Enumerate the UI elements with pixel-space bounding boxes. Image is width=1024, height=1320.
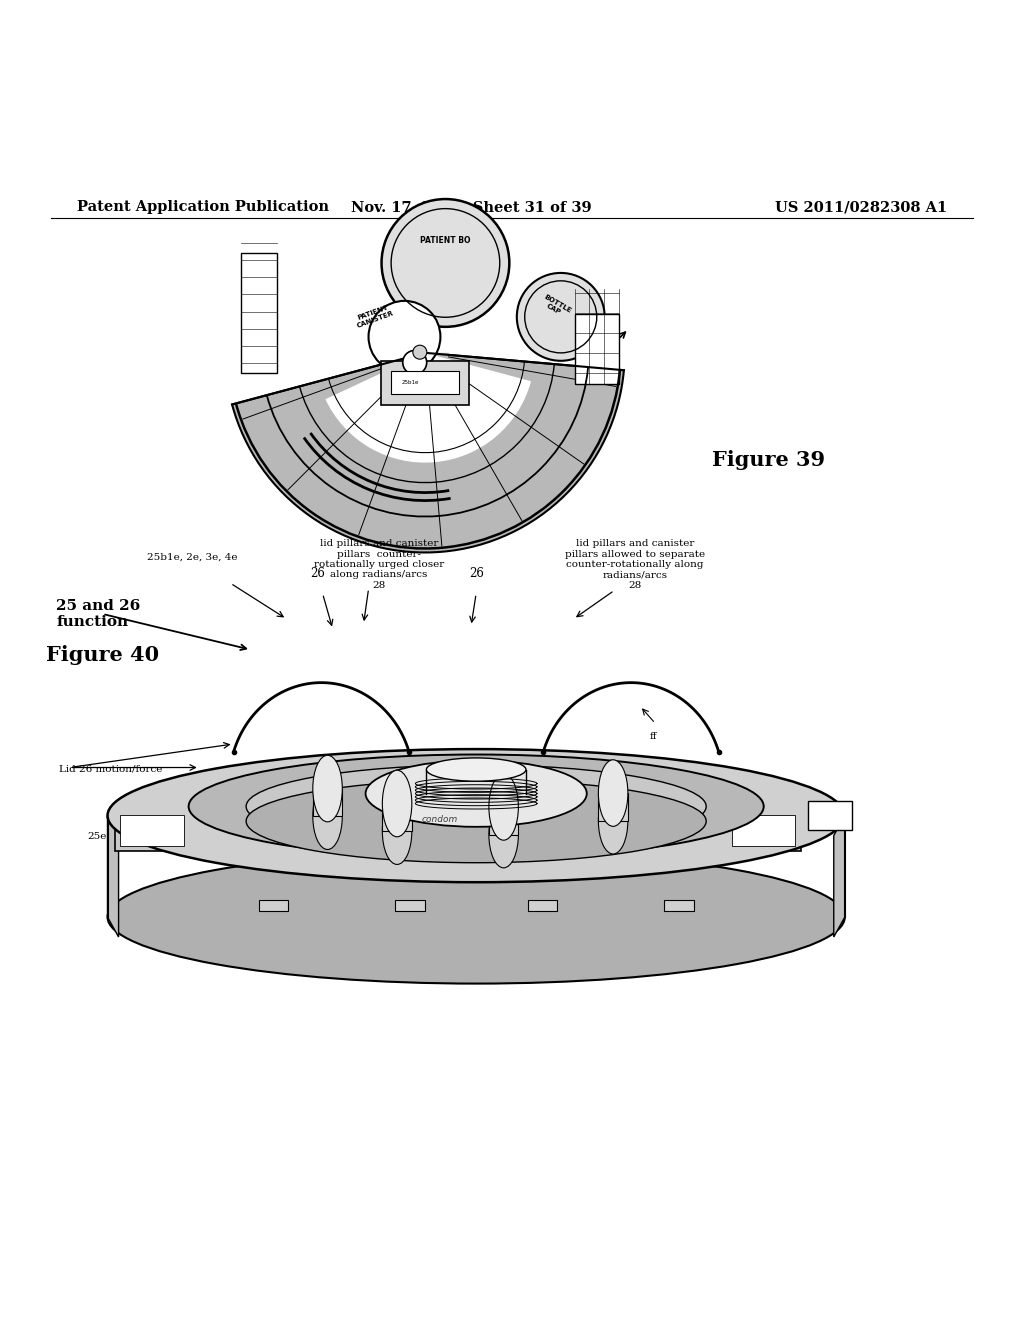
Ellipse shape <box>598 788 628 854</box>
Bar <box>527 900 557 912</box>
Text: 25 and 26
function: 25 and 26 function <box>56 598 140 628</box>
Ellipse shape <box>246 780 707 863</box>
Circle shape <box>369 301 440 372</box>
Polygon shape <box>834 816 845 937</box>
Circle shape <box>517 273 604 360</box>
Circle shape <box>413 346 427 359</box>
Wedge shape <box>326 352 531 462</box>
Text: lid pillars and canister
pillars  counter-
rotationally urged closer
along radia: lid pillars and canister pillars counter… <box>313 539 444 590</box>
Bar <box>808 801 852 830</box>
Wedge shape <box>232 352 624 553</box>
Text: ff: ff <box>649 731 657 741</box>
Text: BOTTLE
CAP: BOTTLE CAP <box>540 293 572 319</box>
Text: 25d: 25d <box>640 791 660 800</box>
Ellipse shape <box>488 774 518 841</box>
Bar <box>727 810 801 850</box>
Bar <box>312 788 342 816</box>
Ellipse shape <box>366 760 587 826</box>
Text: 26: 26 <box>469 568 483 579</box>
Text: Canister 25
Motion/force: Canister 25 Motion/force <box>468 840 536 858</box>
Bar <box>242 253 278 374</box>
Bar <box>391 371 459 395</box>
Text: 25b1e, 2e, 3e, 4e: 25b1e, 2e, 3e, 4e <box>147 553 238 561</box>
Text: 26a3: 26a3 <box>227 832 254 841</box>
Text: 25c1, 2, 3, 4: 25c1, 2, 3, 4 <box>295 857 360 866</box>
Bar <box>259 900 288 912</box>
Text: US 2011/0282308 A1: US 2011/0282308 A1 <box>775 201 947 214</box>
Text: PATIENT BO: PATIENT BO <box>420 236 471 246</box>
Text: ff: ff <box>194 832 202 841</box>
Ellipse shape <box>188 755 764 858</box>
Text: Figure 40: Figure 40 <box>46 645 159 665</box>
Text: Lid 26 motion/force: Lid 26 motion/force <box>59 764 163 774</box>
Text: 26: 26 <box>310 568 325 579</box>
Text: PATIENT
CANISTER: PATIENT CANISTER <box>353 304 394 329</box>
Text: 26h4: 26h4 <box>323 832 349 841</box>
Text: 260: 260 <box>592 791 612 800</box>
Text: 25b1, 2, 3, 4: 25b1, 2, 3, 4 <box>372 832 437 841</box>
Bar <box>120 816 183 846</box>
Bar <box>598 793 628 821</box>
Wedge shape <box>401 352 449 376</box>
Text: ff: ff <box>633 813 641 822</box>
Ellipse shape <box>108 748 845 882</box>
Ellipse shape <box>488 801 518 867</box>
Text: condom: condom <box>421 814 458 824</box>
Bar <box>381 360 469 405</box>
Bar <box>665 900 693 912</box>
Circle shape <box>402 350 427 375</box>
Text: Patent Application Publication: Patent Application Publication <box>77 201 329 214</box>
Ellipse shape <box>382 797 412 865</box>
Ellipse shape <box>312 783 342 850</box>
Text: 25b1e: 25b1e <box>401 380 419 385</box>
Bar <box>395 900 425 912</box>
Ellipse shape <box>312 755 342 822</box>
Text: 25e: 25e <box>679 832 697 841</box>
Bar <box>115 810 188 850</box>
Bar <box>574 314 618 384</box>
Ellipse shape <box>108 850 845 983</box>
Bar <box>732 816 796 846</box>
Bar <box>382 804 412 832</box>
Bar <box>488 807 518 834</box>
Text: Figure 39: Figure 39 <box>712 450 824 470</box>
Text: lid pillars and canister
pillars allowed to separate
counter-rotationally along
: lid pillars and canister pillars allowed… <box>565 539 705 590</box>
Ellipse shape <box>246 764 707 847</box>
Text: 25e: 25e <box>88 832 106 841</box>
Ellipse shape <box>426 758 526 781</box>
Ellipse shape <box>598 760 628 826</box>
Text: Nov. 17, 2011  Sheet 31 of 39: Nov. 17, 2011 Sheet 31 of 39 <box>351 201 591 214</box>
Circle shape <box>382 199 509 327</box>
Ellipse shape <box>382 771 412 837</box>
Polygon shape <box>108 816 119 937</box>
